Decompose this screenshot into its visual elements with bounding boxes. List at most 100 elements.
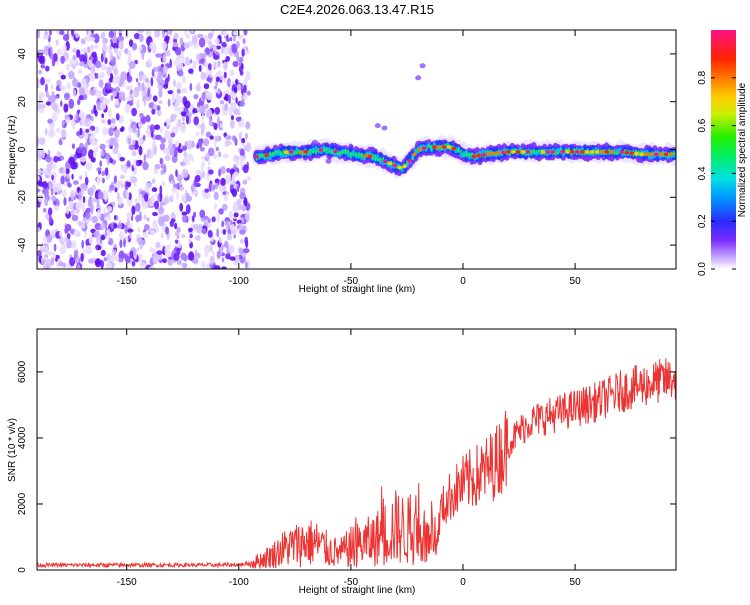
noise-speck — [137, 30, 144, 34]
noise-speck — [145, 114, 151, 123]
noise-speck — [178, 180, 182, 187]
noise-speck — [41, 168, 49, 176]
noise-speck — [173, 148, 178, 158]
noise-speck — [170, 218, 176, 223]
noise-speck — [50, 84, 54, 90]
ridge-core — [446, 145, 452, 149]
noise-speck — [177, 148, 183, 153]
noise-speck — [158, 88, 163, 98]
noise-speck — [152, 219, 158, 229]
noise-speck — [101, 119, 106, 124]
noise-speck — [63, 44, 67, 53]
colorbar-gradient — [711, 30, 736, 269]
noise-speck — [81, 146, 87, 157]
noise-speck — [139, 74, 143, 82]
noise-speck — [69, 257, 76, 267]
noise-speck — [110, 95, 114, 101]
noise-speck — [243, 197, 248, 207]
noise-speck — [176, 190, 179, 201]
spectrogram-x-tick-label: 0 — [460, 276, 466, 287]
noise-speck — [96, 176, 102, 184]
noise-speck — [37, 137, 40, 147]
noise-speck — [116, 224, 123, 229]
noise-speck — [154, 200, 160, 210]
noise-speck — [85, 207, 92, 214]
ridge-blob — [411, 156, 414, 161]
ridge-core — [545, 150, 550, 154]
noise-speck — [108, 127, 114, 137]
noise-speck — [93, 33, 100, 44]
noise-speck — [43, 189, 49, 197]
noise-speck — [59, 230, 63, 238]
noise-speck — [37, 108, 45, 114]
ridge-blob — [261, 153, 264, 159]
noise-speck — [195, 84, 201, 92]
snr-y-tick-label: 2000 — [17, 492, 28, 515]
noise-speck — [120, 174, 125, 180]
snr-x-tick-label: 50 — [570, 577, 582, 588]
noise-speck — [214, 178, 220, 183]
noise-speck — [182, 215, 188, 223]
noise-speck — [231, 223, 235, 231]
noise-speck — [77, 220, 84, 226]
noise-speck — [115, 86, 120, 93]
noise-speck — [212, 152, 218, 160]
noise-speck — [71, 143, 75, 149]
noise-speck — [243, 84, 247, 94]
noise-speck — [215, 76, 220, 83]
noise-speck — [99, 160, 102, 168]
ridge-core — [609, 150, 615, 154]
noise-speck — [65, 237, 69, 244]
noise-speck — [213, 46, 217, 51]
ridge-blob — [274, 149, 277, 155]
colorbar-tick-label: 0.8 — [697, 70, 708, 84]
noise-speck — [172, 79, 176, 87]
noise-speck — [80, 78, 87, 88]
noise-speck — [213, 202, 217, 210]
noise-speck — [205, 108, 213, 119]
noise-speck — [37, 30, 41, 39]
noise-speck — [204, 61, 209, 70]
spectrogram-x-tick-label: -150 — [117, 276, 137, 287]
noise-speck — [240, 88, 244, 95]
noise-speck — [159, 143, 166, 151]
noise-speck — [73, 250, 78, 260]
noise-speck — [142, 134, 146, 141]
noise-speck — [224, 89, 230, 95]
noise-speck — [239, 155, 244, 163]
noise-speck — [42, 235, 48, 242]
noise-speck — [68, 200, 74, 209]
noise-speck — [76, 49, 81, 58]
snr-x-tick-label: -150 — [117, 577, 137, 588]
noise-speck — [215, 146, 219, 152]
noise-speck — [151, 69, 155, 77]
snr-y-tick-label: 6000 — [17, 360, 28, 383]
noise-speck — [222, 229, 226, 235]
noise-speck — [138, 253, 143, 263]
noise-speck — [55, 39, 59, 46]
noise-speck — [197, 138, 203, 148]
noise-speck — [134, 198, 139, 204]
noise-speck — [153, 145, 157, 156]
noise-speck — [192, 60, 197, 69]
noise-speck — [37, 181, 45, 187]
noise-speck — [106, 253, 111, 262]
noise-speck — [208, 118, 213, 127]
ridge-core — [659, 152, 664, 157]
noise-speck — [155, 241, 161, 249]
ridge-core — [525, 150, 531, 154]
noise-speck — [45, 259, 52, 269]
noise-speck — [131, 205, 136, 215]
noise-speck — [55, 127, 61, 133]
ridge-core — [520, 150, 526, 154]
ridge-core — [550, 150, 555, 154]
noise-speck — [88, 36, 96, 42]
noise-speck — [161, 232, 164, 239]
noise-speck — [146, 183, 152, 188]
noise-speck — [202, 228, 207, 235]
noise-speck — [207, 218, 211, 223]
noise-speck — [239, 204, 247, 211]
noise-speck — [182, 114, 185, 122]
noise-speck — [162, 214, 170, 222]
noise-speck — [116, 74, 121, 84]
